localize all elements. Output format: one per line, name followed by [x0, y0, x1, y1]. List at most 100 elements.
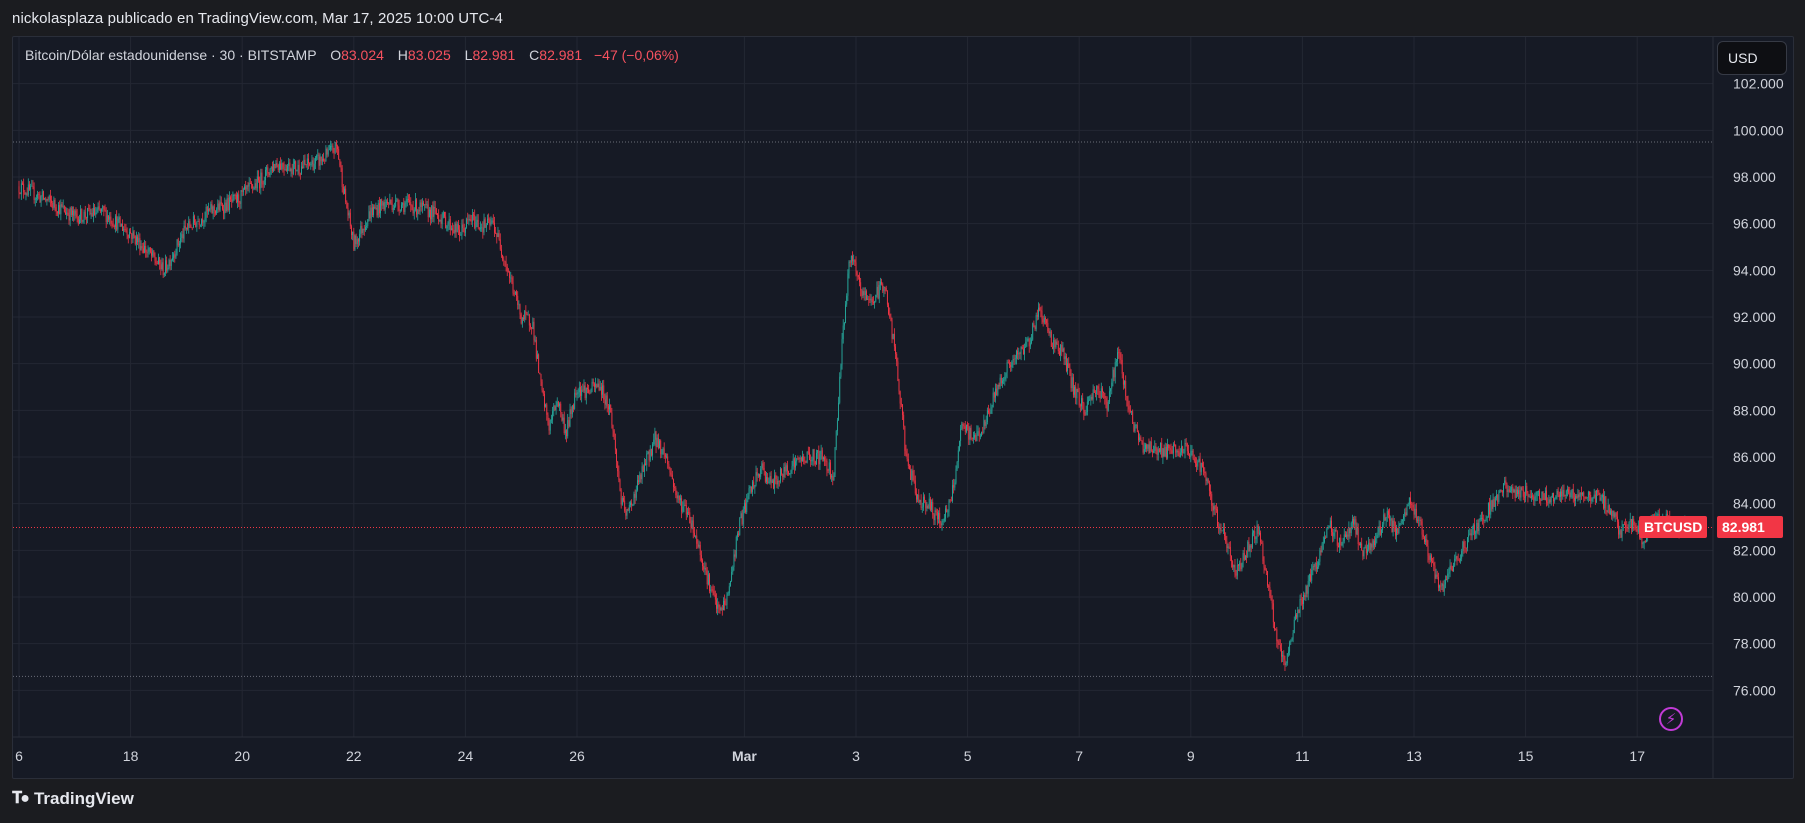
candle-body [677, 495, 679, 499]
candle-body [1614, 513, 1616, 518]
candle-body [1429, 555, 1431, 560]
candle-body [1334, 529, 1336, 533]
candle-body [1019, 353, 1021, 354]
candle-body [559, 403, 561, 406]
candle-body [210, 204, 212, 210]
candle-body [54, 200, 56, 208]
candle-body [564, 430, 566, 434]
candle-body [1420, 519, 1422, 522]
candle-body [1060, 344, 1062, 356]
candle-body [280, 163, 282, 170]
candle-body [1108, 391, 1110, 402]
candle-body [639, 474, 641, 482]
candle-body [1141, 440, 1143, 443]
candle-body [1379, 526, 1381, 535]
candle-body [154, 256, 156, 262]
candle-body [593, 383, 595, 387]
x-tick-label: 18 [123, 748, 139, 764]
candle-body [1025, 341, 1027, 348]
candle-body [1061, 344, 1063, 352]
candle-body [544, 393, 545, 407]
candle-body [182, 234, 184, 239]
candle-body [103, 206, 105, 210]
candle-body [231, 199, 233, 202]
candle-body [813, 449, 815, 462]
candle-body [1270, 596, 1272, 600]
candle-body [441, 217, 443, 224]
candle-body [496, 233, 498, 237]
candle-body [764, 470, 766, 482]
candle-body [689, 512, 691, 524]
candle-body [635, 489, 637, 498]
candle-body [1421, 521, 1423, 535]
candlestick-chart[interactable]: 76.000 78.000 80.000 82.000 84.000 86.000 88.0… [13, 37, 1793, 778]
candle-body [292, 163, 294, 174]
candle-body [261, 172, 263, 184]
candle-body [1086, 401, 1088, 413]
candle-body [1412, 505, 1414, 508]
candle-body [885, 287, 887, 292]
candle-body [1367, 549, 1368, 554]
lightning-icon[interactable]: ⚡︎ [1659, 707, 1683, 731]
candle-body [836, 420, 838, 432]
candle-body [704, 567, 706, 570]
candle-body [711, 589, 713, 591]
candle-body [160, 264, 162, 270]
candle-body [1286, 653, 1288, 664]
candle-body [698, 544, 700, 547]
candle-body [1364, 546, 1366, 548]
candle-body [552, 411, 554, 420]
candle-body [540, 374, 542, 382]
candle-body [554, 405, 556, 410]
candle-body [861, 290, 863, 296]
close-label: C [529, 47, 540, 63]
candle-body [281, 163, 283, 170]
candle-body [996, 388, 998, 396]
candle-body [936, 511, 938, 520]
currency-button[interactable]: USD [1717, 41, 1787, 75]
candle-body [375, 207, 377, 209]
candle-body [1320, 550, 1322, 553]
candle-body [127, 234, 129, 238]
candle-body [766, 477, 767, 482]
candle-body [199, 224, 201, 226]
candle-body [480, 227, 481, 229]
chart-panel[interactable]: 76.000 78.000 80.000 82.000 84.000 86.000 88.0… [12, 36, 1794, 779]
candle-body [1410, 497, 1411, 505]
candle-body [1441, 583, 1443, 586]
candle-body [471, 214, 473, 222]
candle-body [630, 502, 631, 506]
candle-body [575, 392, 577, 395]
candle-body [859, 276, 860, 283]
candle-body [743, 502, 745, 510]
candle-body [404, 203, 406, 212]
candle-body [113, 226, 115, 227]
candle-body [1594, 494, 1596, 503]
candle-body [131, 233, 133, 239]
candle-body [1113, 369, 1115, 378]
candle-body [1623, 524, 1625, 525]
candle-body [578, 387, 580, 393]
candle-body [306, 158, 308, 165]
candle-body [327, 149, 329, 155]
candle-body [1078, 392, 1080, 406]
candle-body [732, 567, 734, 573]
candle-body [950, 500, 952, 502]
candle-body [211, 204, 213, 214]
candle-body [119, 217, 121, 227]
x-tick-label: 7 [1075, 748, 1083, 764]
candle-body [1269, 587, 1271, 597]
candle-body [221, 204, 223, 210]
candle-body [417, 210, 419, 215]
candle-body [1045, 318, 1046, 320]
candle-body [770, 476, 772, 483]
candle-body [1313, 565, 1315, 567]
candle-body [1138, 431, 1139, 441]
candle-body [105, 210, 107, 223]
candle-body [1600, 497, 1602, 501]
candle-body [1635, 528, 1637, 530]
candle-body [165, 260, 166, 273]
candle-body [1428, 556, 1430, 560]
candle-body [546, 404, 548, 415]
candle-body [184, 225, 186, 229]
